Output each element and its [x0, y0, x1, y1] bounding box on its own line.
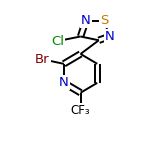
- Text: N: N: [59, 76, 69, 89]
- Text: Cl: Cl: [51, 35, 64, 48]
- Text: N: N: [81, 14, 91, 27]
- Text: S: S: [100, 14, 108, 27]
- Text: N: N: [105, 30, 114, 43]
- Text: CF₃: CF₃: [71, 104, 90, 117]
- Text: Br: Br: [35, 53, 50, 66]
